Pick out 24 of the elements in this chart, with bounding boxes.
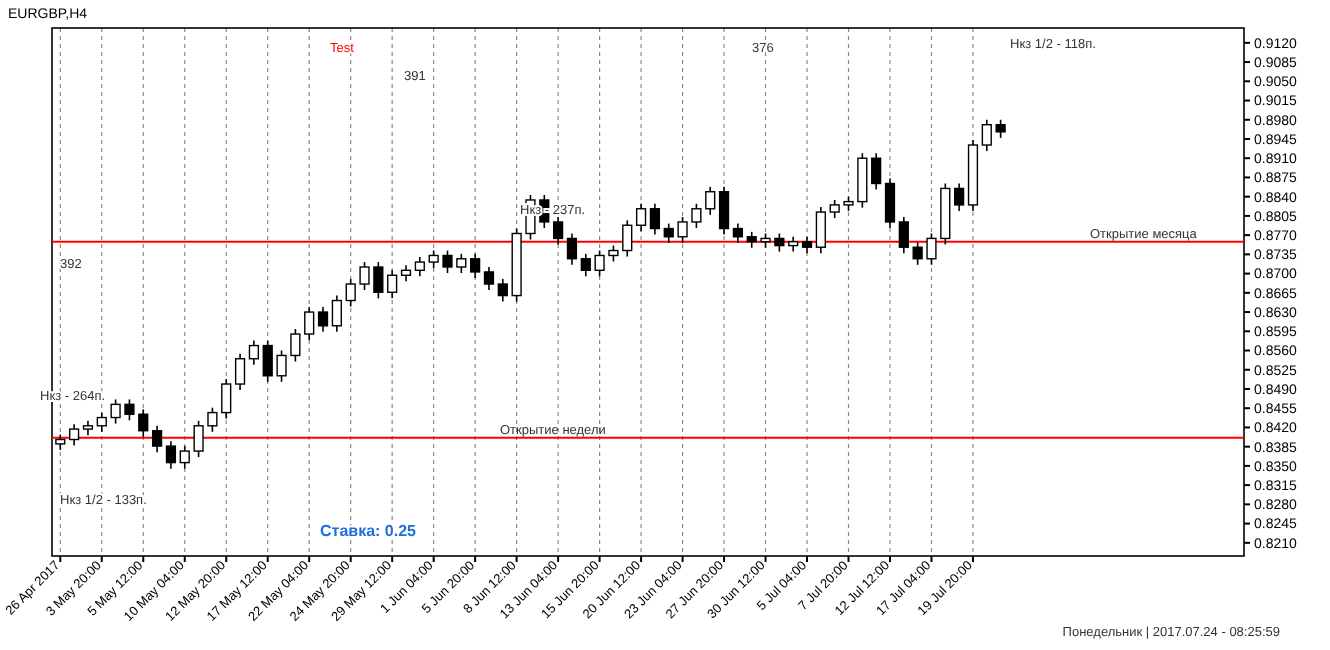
candlestick xyxy=(635,203,647,233)
candlestick xyxy=(898,216,909,255)
candlestick xyxy=(732,222,744,244)
candlestick xyxy=(387,269,398,300)
candlestick xyxy=(331,294,342,333)
candlestick xyxy=(317,306,329,333)
candlestick xyxy=(151,424,163,453)
annotation: Ставка: 0.25 xyxy=(320,522,418,540)
candlestick xyxy=(566,232,578,266)
candlestick xyxy=(234,353,246,391)
candlestick xyxy=(414,256,425,278)
candlestick xyxy=(552,216,564,246)
candlestick xyxy=(248,339,260,366)
candlestick xyxy=(497,278,508,303)
candlestick xyxy=(470,253,481,279)
candlestick xyxy=(165,440,177,470)
candlestick xyxy=(815,206,826,255)
candlestick xyxy=(649,203,661,236)
candlestick xyxy=(954,182,965,212)
candlestick xyxy=(871,152,882,191)
candlestick xyxy=(483,266,495,291)
candlestick xyxy=(69,423,80,447)
candlestick xyxy=(718,185,730,236)
candlestick xyxy=(884,177,896,229)
